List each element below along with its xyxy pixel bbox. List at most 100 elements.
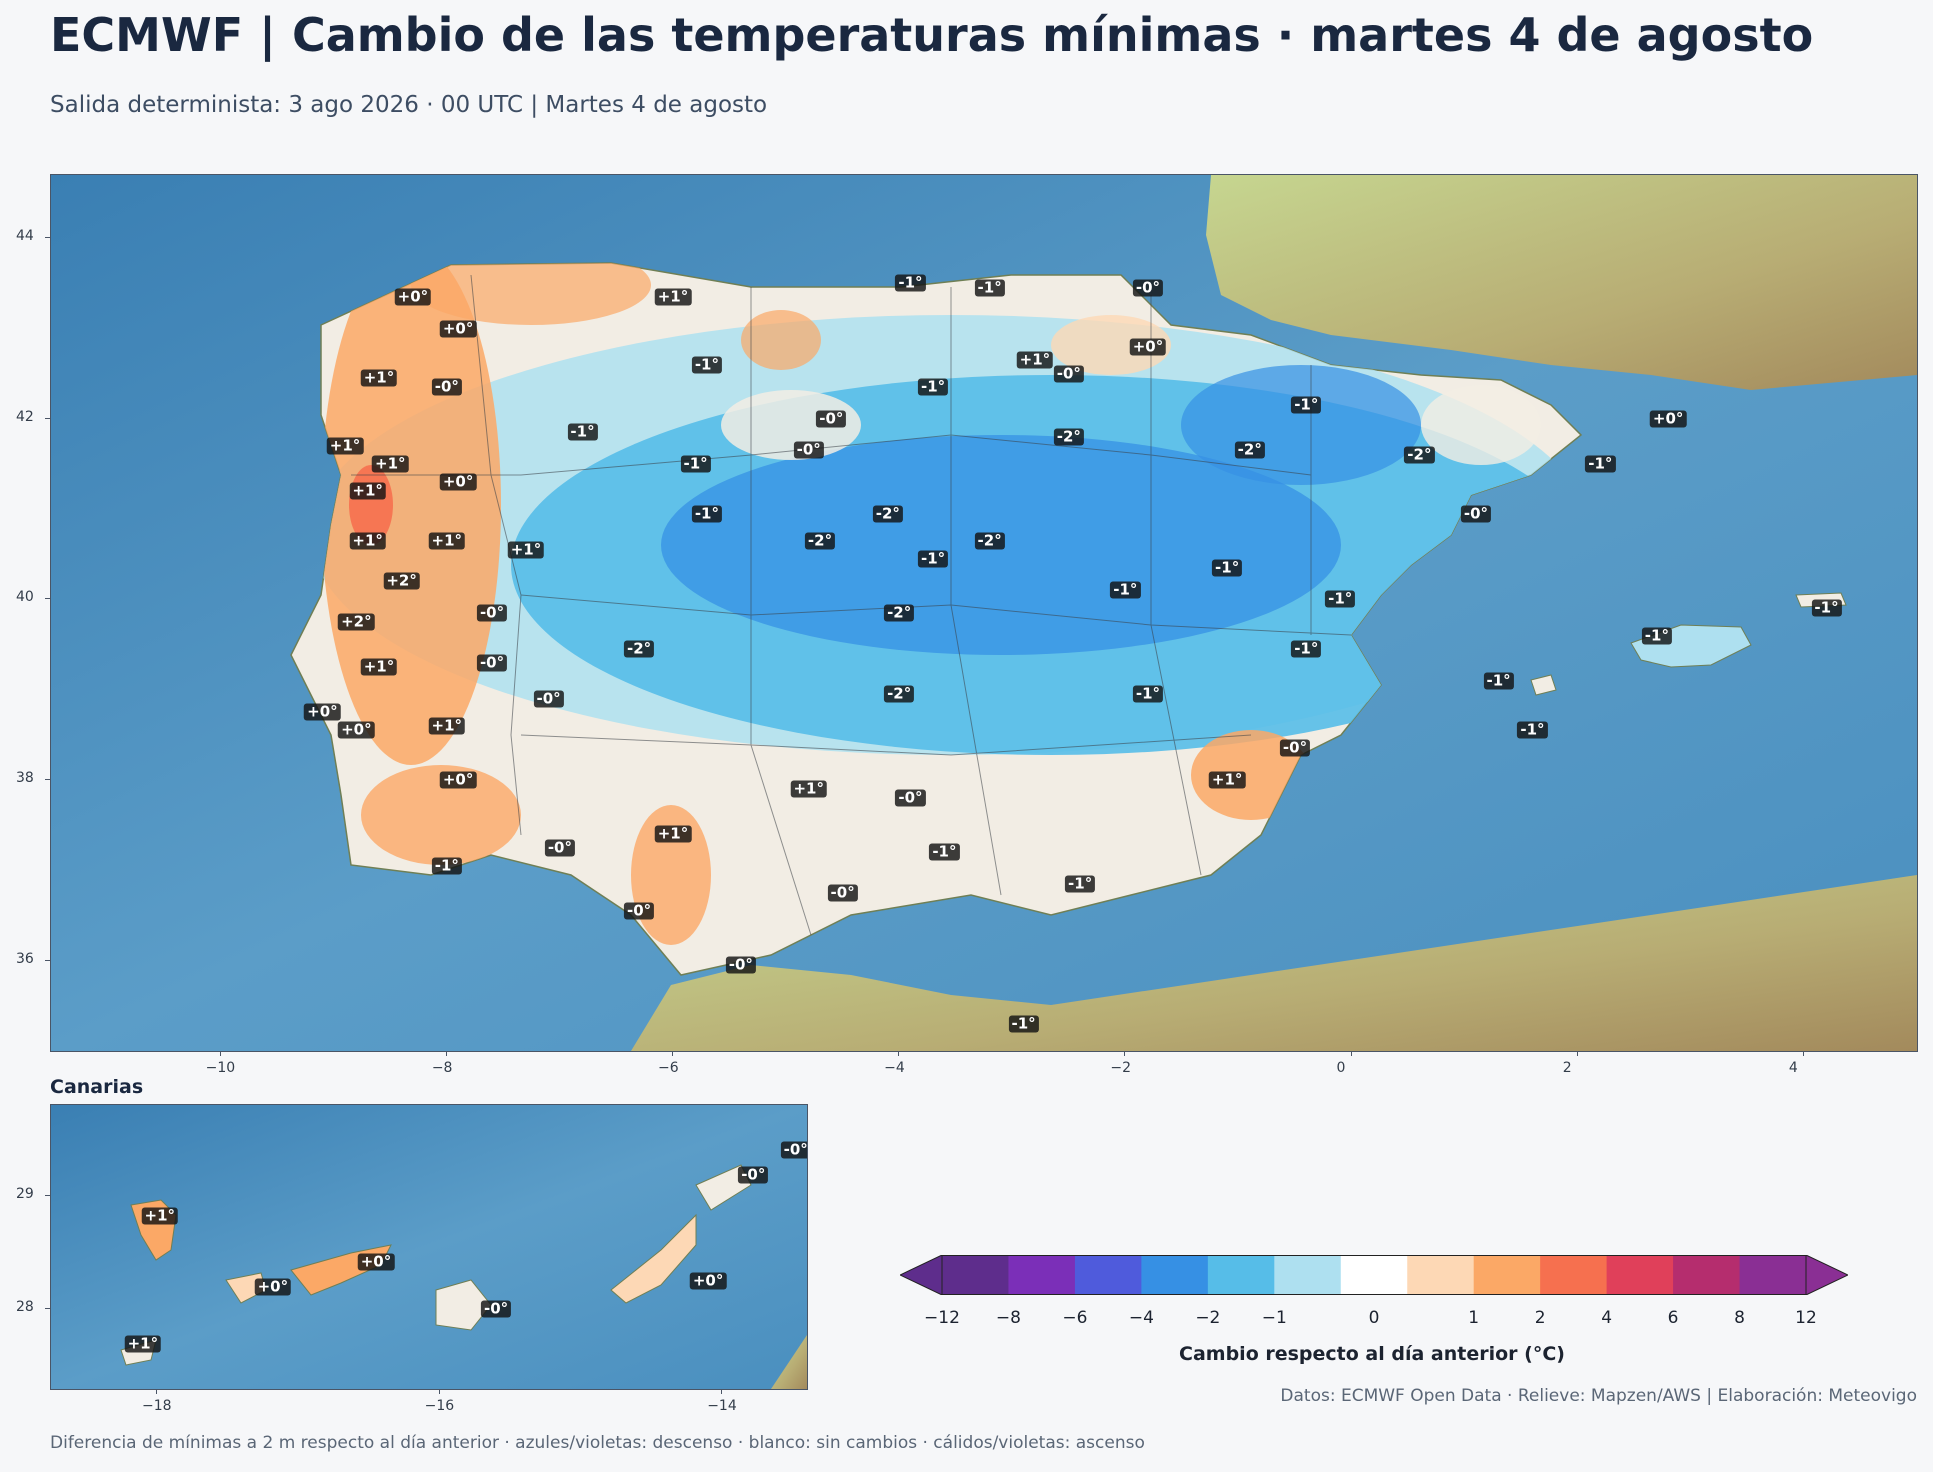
temp-change-label: -1° [974, 279, 1005, 297]
temp-change-label: -0° [431, 378, 462, 396]
temp-change-label: +1° [1208, 771, 1246, 789]
colorbar [900, 1255, 1848, 1295]
temp-change-label: +1° [349, 482, 386, 500]
colorbar-tick-label: 8 [1734, 1308, 1745, 1328]
colorbar-title: Cambio respecto al día anterior (°C) [1179, 1343, 1565, 1365]
y-tick-label: 38 [16, 770, 34, 787]
x-tick-label: −6 [658, 1060, 679, 1076]
fuerteventura [610, 1213, 697, 1304]
temp-change-label: +0° [304, 703, 341, 721]
page-title: ECMWF | Cambio de las temperaturas mínim… [50, 8, 1814, 62]
temp-change-label: -2° [974, 532, 1005, 550]
y-tick-label: 44 [16, 228, 34, 245]
temp-change-label: -0° [827, 884, 858, 902]
temp-change-label: -1° [1065, 875, 1096, 893]
temp-change-label: -1° [1325, 590, 1356, 608]
temp-change-label: -0° [725, 956, 756, 974]
inset-map[interactable]: +1° +0° +0° -0° +0° -0° -0° +1° [50, 1104, 808, 1390]
temp-change-label: -1° [691, 505, 723, 523]
temp-change-label: -2° [1053, 428, 1084, 446]
colorbar-tick-label: 1 [1468, 1308, 1480, 1328]
colorbar-tick-label: −1 [1261, 1308, 1287, 1328]
y-tick-mark [45, 417, 50, 419]
y-tick-label: 36 [16, 950, 34, 967]
y-tick-mark [45, 779, 50, 781]
inset-title: Canarias [50, 1076, 144, 1098]
temp-change-label: -2° [884, 604, 915, 622]
y-tick-label: 29 [16, 1185, 34, 1202]
gran-canaria [435, 1279, 492, 1331]
y-tick-mark [45, 237, 50, 239]
colorbar-tick-label: −8 [995, 1308, 1021, 1328]
temp-change-label: +0° [1129, 338, 1167, 356]
temp-change-label: +0° [357, 1253, 395, 1271]
temp-change-label: -1° [918, 550, 949, 568]
x-tick-mark [445, 1051, 447, 1056]
temp-change-label: -1° [1585, 455, 1616, 473]
temp-change-label: -0° [738, 1166, 769, 1184]
temp-change-label: -0° [895, 789, 926, 807]
temp-change-label: +0° [689, 1272, 727, 1290]
colorbar-bin [1407, 1255, 1475, 1295]
colorbar-bin [1473, 1255, 1541, 1295]
temp-change-label: +0° [338, 721, 375, 739]
temp-change-label: -1° [680, 455, 711, 473]
temp-change-label: -1° [691, 356, 723, 374]
temp-change-label: +1° [507, 541, 545, 559]
temp-change-label: +2° [383, 572, 420, 590]
colorbar-tick-label: −2 [1195, 1308, 1221, 1328]
temp-change-label: -1° [1517, 721, 1548, 739]
region-borders [351, 274, 1352, 936]
temp-change-label: -1° [929, 843, 960, 861]
colorbar-bin [1340, 1255, 1408, 1295]
temp-change-label: -1° [1110, 581, 1141, 599]
x-tick-label: −10 [205, 1060, 236, 1076]
temp-change-label: +0° [439, 473, 477, 491]
africa-land [631, 875, 1917, 1051]
y-tick-mark [45, 959, 50, 961]
y-tick-mark [45, 1194, 50, 1196]
x-tick-label: 4 [1788, 1060, 1798, 1076]
temp-change-label: +0° [254, 1278, 292, 1296]
main-map-canvas [51, 175, 1917, 1051]
temp-change-label: -2° [1234, 441, 1265, 459]
y-tick-mark [45, 1308, 50, 1310]
temp-change-label: -1° [1291, 396, 1322, 414]
temp-change-label: -1° [1641, 627, 1672, 645]
temp-change-label: -0° [476, 654, 508, 672]
temp-change-label: -0° [1460, 505, 1492, 523]
x-tick-mark [721, 1389, 723, 1394]
temp-change-label: -1° [1132, 685, 1164, 703]
credits: Datos: ECMWF Open Data · Relieve: Mapzen… [1280, 1386, 1917, 1406]
x-tick-mark [438, 1389, 440, 1394]
temp-change-label: +1° [360, 369, 398, 387]
inset-map-canvas [51, 1105, 807, 1389]
temp-change-label: -0° [481, 1300, 512, 1318]
ibiza [1530, 674, 1557, 696]
x-tick-label: −8 [431, 1060, 453, 1076]
colorbar-tick-label: 4 [1601, 1308, 1613, 1328]
colorbar-frame [941, 1255, 1807, 1295]
temp-change-label: -1° [1291, 640, 1322, 658]
x-tick-label: −14 [707, 1398, 737, 1414]
temp-change-label: +1° [790, 780, 827, 798]
temp-change-label: -0° [476, 604, 508, 622]
colorbar-tick-label: 12 [1795, 1308, 1817, 1328]
temp-change-label: -0° [780, 1141, 807, 1159]
temp-change-label: -0° [1053, 365, 1084, 383]
y-tick-mark [45, 598, 50, 600]
y-tick-label: 42 [16, 408, 34, 425]
temp-change-label: -1° [567, 423, 598, 441]
temp-change-label: -0° [793, 441, 824, 459]
temp-change-label: -0° [623, 902, 655, 920]
x-tick-label: −16 [424, 1398, 455, 1414]
colorbar-bin [1739, 1255, 1807, 1295]
colorbar-bin [1074, 1255, 1142, 1295]
page-subtitle: Salida determinista: 3 ago 2026 · 00 UTC… [50, 92, 768, 118]
y-tick-label: 28 [16, 1299, 34, 1316]
temp-change-label: -1° [1811, 599, 1842, 617]
x-tick-mark [1124, 1051, 1126, 1056]
main-map[interactable]: +0° +1° -1° -1° -0° +0° +0° -1° +1° -0° +1° -0° -1° -… [50, 174, 1918, 1052]
colorbar-tick-label: 0 [1368, 1308, 1380, 1328]
temp-change-label: -0° [816, 410, 847, 428]
